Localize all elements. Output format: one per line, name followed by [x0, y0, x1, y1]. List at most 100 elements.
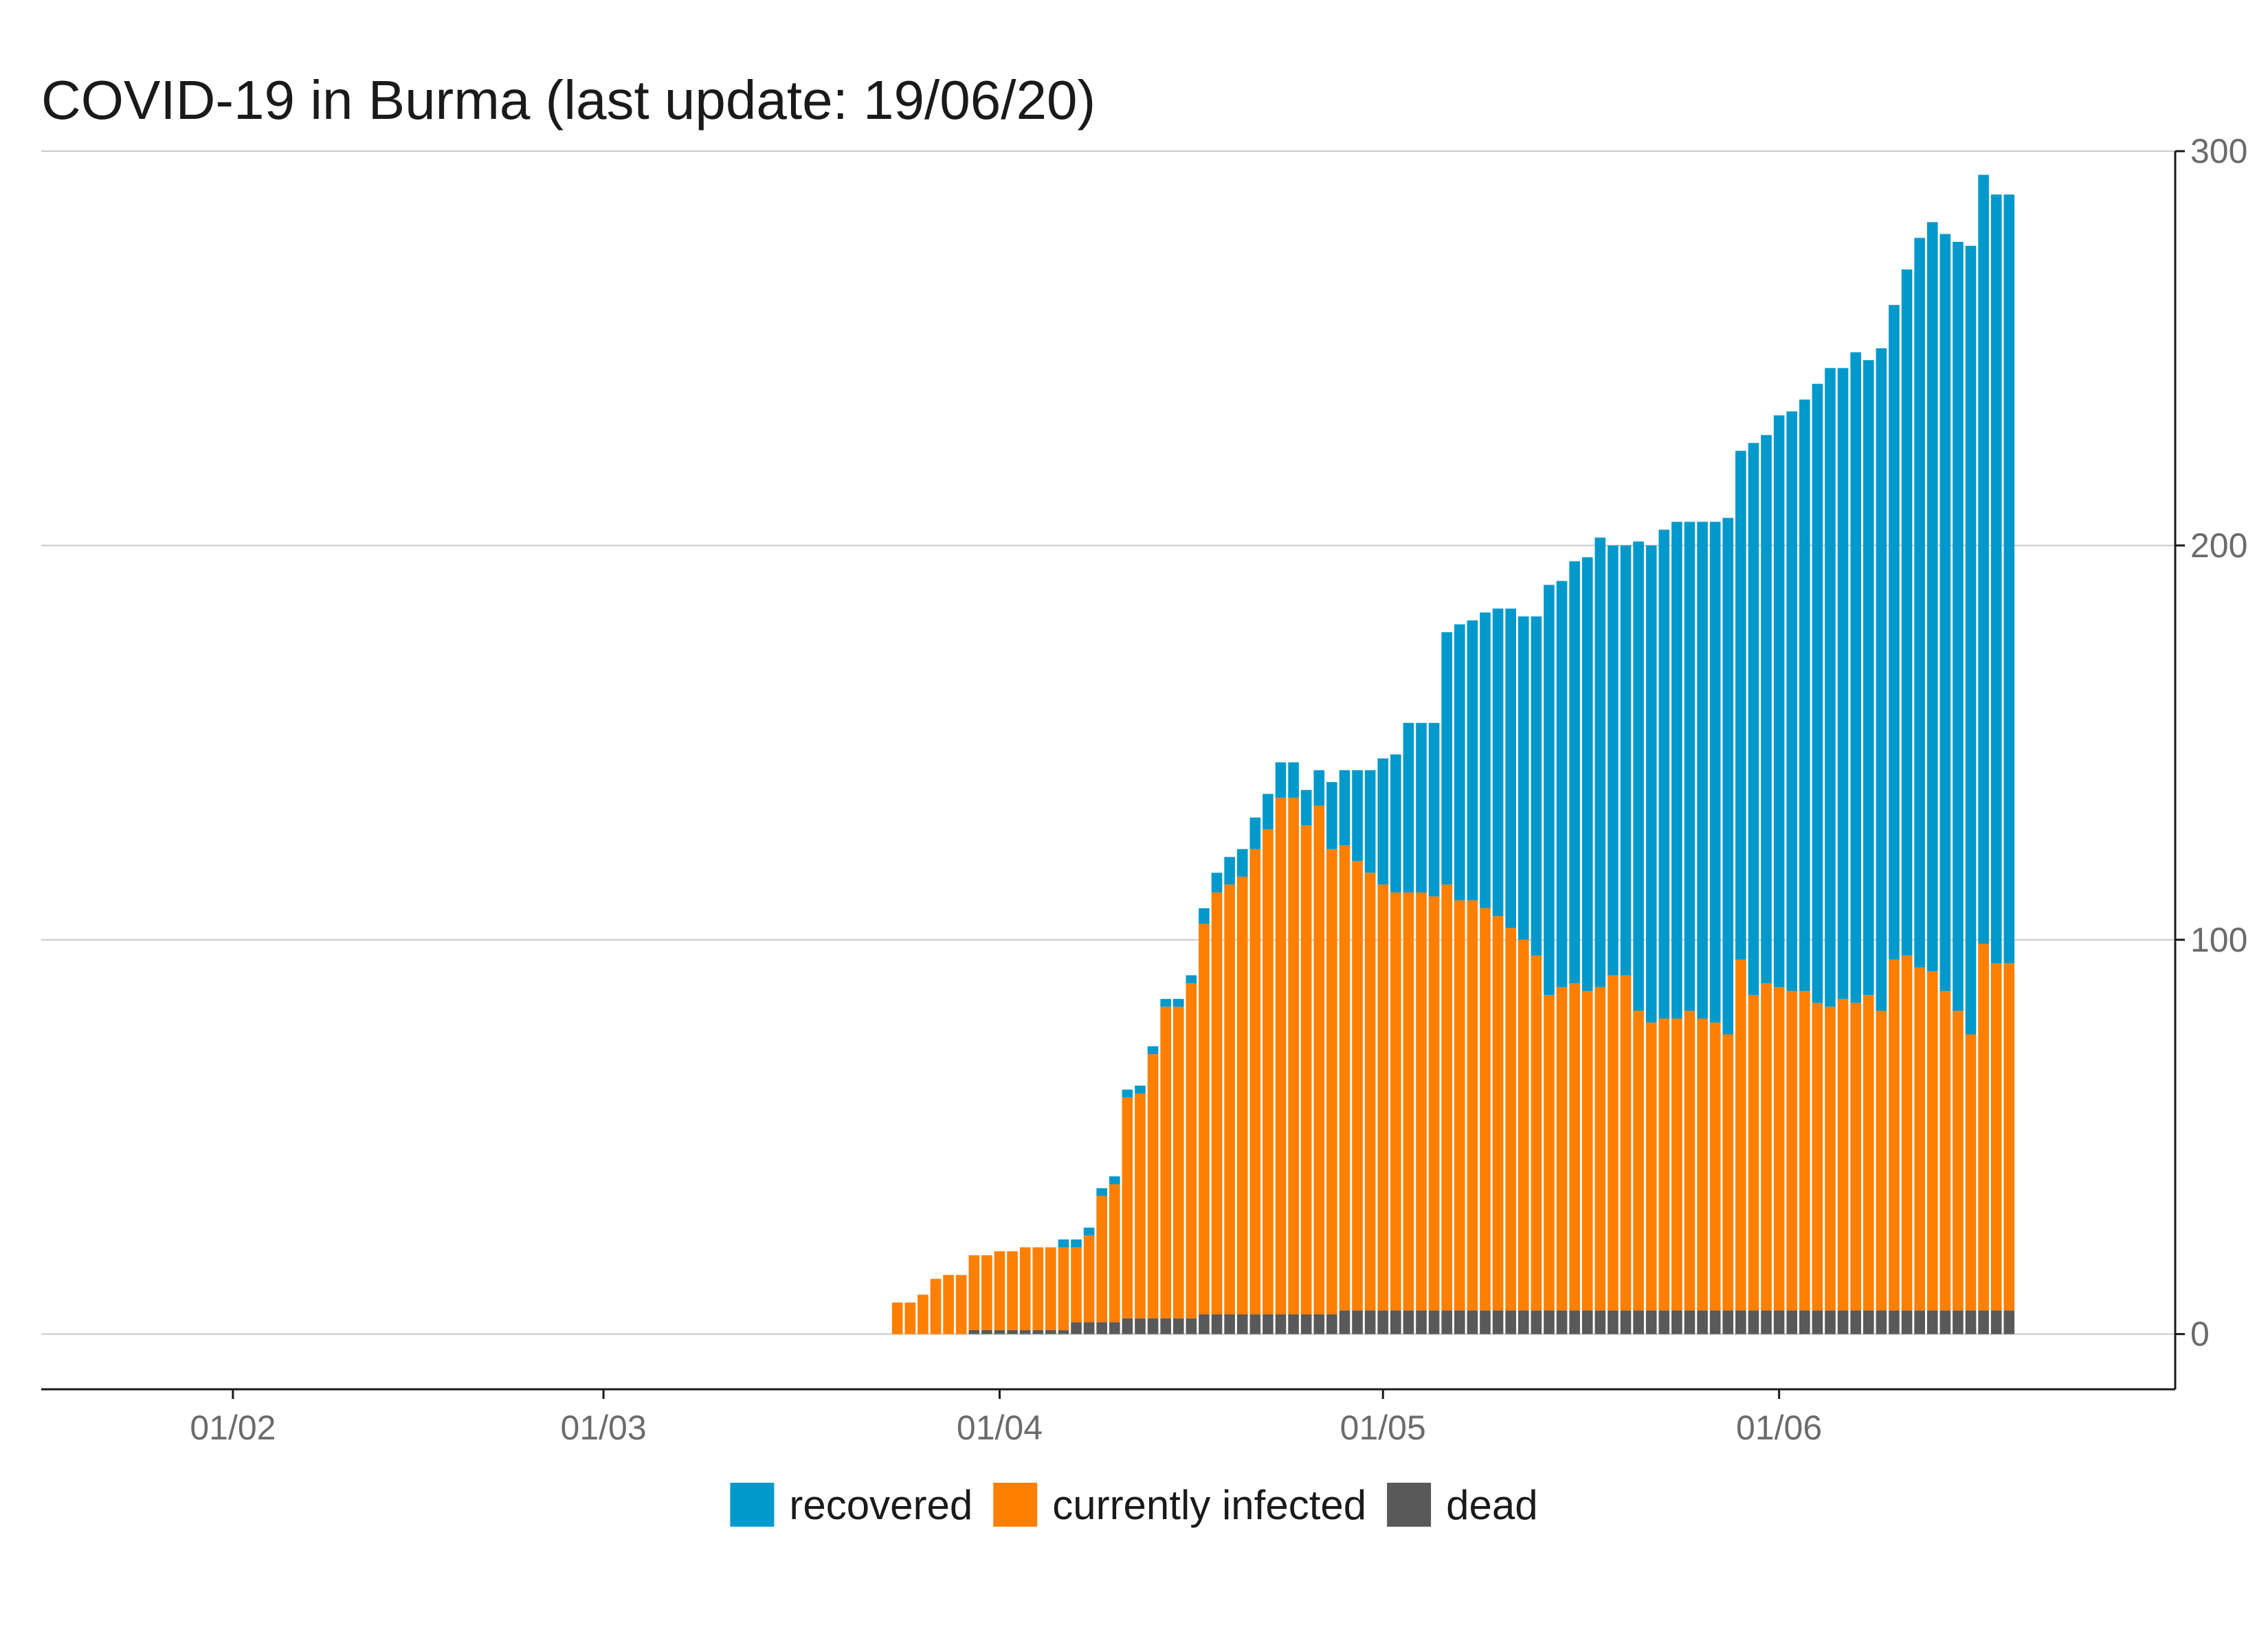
bar-dead — [1709, 1310, 1721, 1334]
bar-dead — [1569, 1310, 1580, 1334]
bar-currently-infected — [943, 1275, 954, 1334]
bar-dead — [1939, 1310, 1951, 1334]
bar-currently-infected — [1594, 987, 1606, 1311]
bar-currently-infected — [1812, 1002, 1823, 1311]
bar-recovered — [1939, 234, 1951, 991]
bar-dead — [1032, 1330, 1044, 1334]
bar-dead — [1544, 1310, 1555, 1334]
axes: 0 100 200 300 01/02 01/03 01/04 01/05 01/06 — [41, 132, 2247, 1447]
bar-dead — [981, 1330, 992, 1334]
bar-currently-infected — [1300, 825, 1312, 1314]
bar-recovered — [1071, 1239, 1082, 1248]
bar-currently-infected — [918, 1294, 929, 1334]
bar-currently-infected — [1901, 955, 1913, 1311]
bar-currently-infected — [1441, 884, 1453, 1311]
bar-dead — [1236, 1314, 1248, 1334]
bar-currently-infected — [1058, 1247, 1069, 1330]
bar-currently-infected — [1569, 983, 1580, 1311]
bar-recovered — [1109, 1176, 1120, 1185]
bar-dead — [1199, 1314, 1210, 1334]
bar-dead — [1186, 1318, 1197, 1334]
bar-currently-infected — [1850, 1002, 1861, 1311]
bar-currently-infected — [1326, 849, 1337, 1314]
bar-dead — [1122, 1318, 1133, 1334]
bar-currently-infected — [1172, 1007, 1184, 1319]
bar-recovered — [1569, 561, 1580, 983]
bar-currently-infected — [904, 1302, 916, 1334]
bar-currently-infected — [1761, 983, 1772, 1311]
bar-dead — [1377, 1310, 1389, 1334]
bar-dead — [1045, 1330, 1056, 1334]
bar-currently-infected — [1313, 805, 1325, 1314]
bar-recovered — [1199, 908, 1210, 924]
bar-recovered — [1224, 857, 1235, 885]
bar-recovered — [1761, 435, 1772, 983]
bar-currently-infected — [1863, 995, 1874, 1311]
bar-recovered — [1812, 383, 1823, 1003]
bar-currently-infected — [1236, 876, 1248, 1314]
bar-currently-infected — [1135, 1093, 1146, 1319]
y-tick-label: 300 — [2190, 132, 2247, 170]
bar-recovered — [1352, 770, 1363, 861]
bar-recovered — [1300, 789, 1312, 826]
bar-dead — [1722, 1310, 1734, 1334]
legend-item-currently-infected: currently infected — [993, 1482, 1366, 1528]
bar-dead — [1581, 1310, 1593, 1334]
bar-recovered — [1441, 632, 1453, 885]
bar-dead — [1594, 1310, 1606, 1334]
bar-dead — [994, 1330, 1005, 1334]
bar-dead — [1556, 1310, 1568, 1334]
bar-currently-infected — [994, 1251, 1005, 1330]
bar-dead — [1211, 1314, 1223, 1334]
bar-recovered — [1326, 782, 1337, 849]
bar-dead — [1837, 1310, 1849, 1334]
bar-dead — [1019, 1330, 1031, 1334]
bar-dead — [1825, 1310, 1836, 1334]
bar-dead — [1083, 1322, 1095, 1334]
bar-recovered — [1236, 849, 1248, 877]
bar-recovered — [1556, 581, 1568, 987]
bar-dead — [1608, 1310, 1619, 1334]
bar-currently-infected — [1990, 963, 2002, 1311]
bar-currently-infected — [1390, 892, 1401, 1311]
bar-dead — [1517, 1310, 1529, 1334]
bar-currently-infected — [1428, 896, 1440, 1311]
bar-currently-infected — [1454, 900, 1465, 1311]
bar-currently-infected — [1211, 892, 1223, 1314]
bar-currently-infected — [1045, 1247, 1056, 1330]
bars — [891, 175, 2015, 1334]
y-tick-label: 200 — [2190, 526, 2247, 565]
bar-recovered — [1172, 998, 1184, 1007]
bar-currently-infected — [1671, 1018, 1682, 1311]
bar-recovered — [1863, 360, 1874, 996]
bar-currently-infected — [1889, 959, 1900, 1311]
bar-recovered — [1965, 245, 1977, 1035]
bar-currently-infected — [1096, 1196, 1108, 1323]
bar-recovered — [1492, 608, 1504, 917]
bar-recovered — [1211, 873, 1223, 893]
bar-recovered — [1953, 241, 1964, 1011]
bar-recovered — [1748, 442, 1759, 996]
bar-dead — [1671, 1310, 1682, 1334]
bar-recovered — [2003, 194, 2015, 964]
x-tick-label: 01/05 — [1340, 1409, 1426, 1447]
x-tick-label: 01/02 — [190, 1409, 276, 1447]
bar-dead — [1990, 1310, 2002, 1334]
bar-currently-infected — [1684, 1011, 1696, 1311]
bar-recovered — [1147, 1046, 1159, 1055]
bar-dead — [1147, 1318, 1159, 1334]
bar-currently-infected — [1658, 1018, 1670, 1311]
bar-currently-infected — [1505, 928, 1516, 1311]
bar-dead — [1965, 1310, 1977, 1334]
bar-currently-infected — [1352, 860, 1363, 1311]
bar-recovered — [1275, 762, 1287, 798]
bar-currently-infected — [1926, 971, 1938, 1311]
bar-recovered — [1914, 238, 1925, 967]
bar-currently-infected — [1480, 908, 1491, 1311]
bar-dead — [1926, 1310, 1938, 1334]
bar-currently-infected — [1122, 1097, 1133, 1319]
bar-recovered — [1135, 1086, 1146, 1094]
bar-dead — [1313, 1314, 1325, 1334]
chart-title: COVID-19 in Burma (last update: 19/06/20… — [41, 69, 1096, 131]
